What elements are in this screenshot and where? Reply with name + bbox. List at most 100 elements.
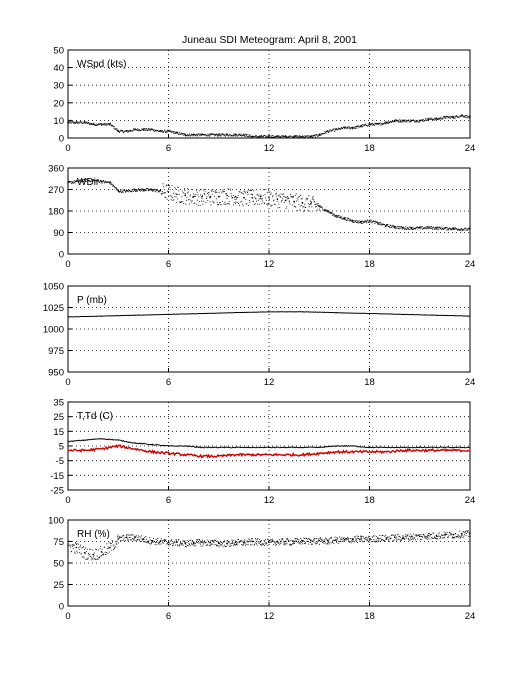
panel-rh-series-0-dot: [172, 543, 174, 545]
panel-rh-series-0-dot: [411, 536, 413, 538]
panel-wdir-series-0-dot: [140, 189, 142, 191]
panel-wspd-series-0-dot: [93, 124, 95, 125]
panel-rh-series-0-dot: [217, 544, 219, 546]
panel-wdir-series-0-dot: [222, 191, 224, 193]
panel-wdir-series-0-dot: [257, 193, 259, 195]
panel-wdir-series-0-dot: [178, 190, 180, 192]
panel-wspd-series-0-dot: [68, 122, 70, 124]
panel-wspd-series-0-dot: [170, 131, 172, 133]
panel-wspd-series-0-dot: [377, 123, 379, 125]
panel-wspd-series-0-dot: [128, 130, 130, 131]
panel-rh-series-0-dot: [192, 544, 194, 546]
panel-wdir-series-0-dot: [469, 228, 471, 230]
panel-wdir-series-0-point: [117, 189, 120, 192]
panel-wdir-series-0-dot: [208, 194, 210, 196]
panel-wdir-series-0-dot: [448, 229, 450, 231]
panel-wdir-series-0-dot: [164, 196, 166, 198]
panel-wdir-series-0-dot: [367, 222, 369, 223]
panel-wdir-series-0-dot: [256, 194, 258, 196]
panel-wspd-series-0-dot: [302, 137, 304, 139]
panel-wdir-series-0-dot: [81, 179, 83, 181]
panel-wdir-series-0-dot: [435, 227, 437, 228]
panel-wspd-series-0-dot: [79, 122, 81, 124]
panel-wspd-series-0-dot: [87, 122, 89, 124]
panel-wdir-series-0-dot: [412, 229, 414, 230]
panel-wdir-series-0-dot: [282, 193, 284, 195]
panel-wdir-series-0-dot: [118, 191, 120, 193]
panel-rh-series-0-dot: [437, 533, 439, 535]
panel-wdir-series-0-dot: [90, 180, 92, 182]
panel-temp-series-1-point: [435, 449, 438, 451]
panel-wdir-series-0-dot: [119, 191, 121, 192]
panel-wdir-series-0-dot: [375, 222, 377, 224]
panel-wspd-series-0-dot: [341, 127, 343, 129]
panel-rh-xtick-label: 0: [65, 611, 70, 622]
panel-wspd-series-0-dot: [77, 122, 79, 124]
panel-wdir-series-0-dot: [427, 226, 429, 228]
panel-wdir-series-0-dot: [168, 184, 169, 186]
panel-wdir-series-0-dot: [465, 227, 466, 229]
panel-wdir-series-0-dot: [428, 226, 430, 228]
panel-rh-series-0-dot: [360, 536, 362, 538]
panel-wspd-series-0-dot: [465, 114, 466, 116]
panel-wdir-series-0-dot: [412, 226, 414, 228]
panel-wdir-series-0-dot: [462, 228, 464, 230]
panel-wdir-series-0-dot: [356, 222, 357, 224]
panel-rh-series-0-dot: [445, 533, 447, 535]
panel-rh-series-0-dot: [93, 554, 95, 556]
panel-wspd-series-0-dot: [101, 125, 102, 126]
panel-wspd-series-0-dot: [265, 135, 267, 137]
panel-wdir-series-0-dot: [227, 203, 229, 205]
panel-rh-series-0-dot: [70, 546, 72, 548]
panel-wspd-series-0-dot: [119, 130, 121, 132]
panel-rh-series-0-dot: [448, 536, 450, 538]
panel-temp-label: T,Td (C): [77, 411, 113, 422]
panel-rh-series-0-dot: [75, 542, 77, 544]
panel-wdir-series-0-dot: [449, 227, 451, 229]
panel-rh-series-0-dot: [239, 541, 241, 543]
panel-wdir-series-0-dot: [236, 197, 238, 198]
panel-wspd-series-0-dot: [142, 128, 144, 130]
panel-pres-label: P (mb): [77, 295, 107, 306]
panel-wdir-series-0-dot: [321, 207, 323, 208]
panel-wspd-series-0-dot: [213, 134, 215, 135]
panel-rh-series-0-dot: [99, 547, 101, 549]
panel-wspd-series-0-dot: [80, 122, 82, 124]
panel-rh-series-0-dot: [95, 548, 97, 550]
panel-wdir-series-0-dot: [355, 221, 357, 223]
panel-rh-series-0-dot: [176, 541, 178, 542]
panel-rh-series-0-dot: [253, 541, 255, 543]
panel-rh-series-0-dot: [87, 557, 89, 559]
panel-rh-series-0-dot: [147, 542, 149, 544]
panel-wdir-series-0-dot: [342, 218, 344, 220]
panel-rh-series-0-dot: [246, 540, 248, 542]
panel-wspd-series-0-dot: [315, 133, 317, 135]
panel-rh-series-0-dot: [336, 536, 338, 538]
panel-rh-series-0-dot: [349, 541, 351, 542]
panel-wspd-series-0-dot: [397, 120, 399, 122]
panel-wdir-series-0-dot: [428, 226, 430, 228]
panel-rh-series-0-dot: [418, 534, 420, 536]
panel-wspd-series-0-dot: [464, 116, 466, 118]
panel-wdir-ytick-label: 0: [59, 250, 64, 261]
panel-wdir-series-0-dot: [235, 198, 237, 200]
panel-rh-series-0-dot: [223, 544, 225, 546]
panel-wdir-series-0-dot: [74, 182, 76, 184]
panel-wdir-series-0-dot: [177, 186, 179, 188]
panel-wspd-series-0-dot: [389, 121, 391, 123]
panel-wspd-series-0-dot: [250, 136, 252, 138]
panel-rh-series-0-dot: [310, 539, 312, 541]
panel-wspd-series-0-dot: [340, 128, 341, 130]
panel-rh-series-0-dot: [421, 536, 423, 538]
panel-wspd-series-0-dot: [310, 136, 311, 137]
panel-rh-series-0-dot: [259, 541, 261, 543]
panel-wspd-series-0-dot: [416, 121, 418, 123]
panel-rh-series-0-dot: [139, 540, 141, 542]
panel-rh-series-0-dot: [229, 543, 231, 545]
panel-wdir-series-0-dot: [264, 202, 265, 204]
panel-wdir-series-0-dot: [97, 179, 98, 181]
panel-wdir-series-0-dot: [149, 189, 151, 191]
panel-wspd-series-0-dot: [402, 119, 404, 121]
panel-rh-xtick-label: 24: [465, 611, 476, 622]
panel-rh-series-0-dot: [410, 537, 412, 539]
